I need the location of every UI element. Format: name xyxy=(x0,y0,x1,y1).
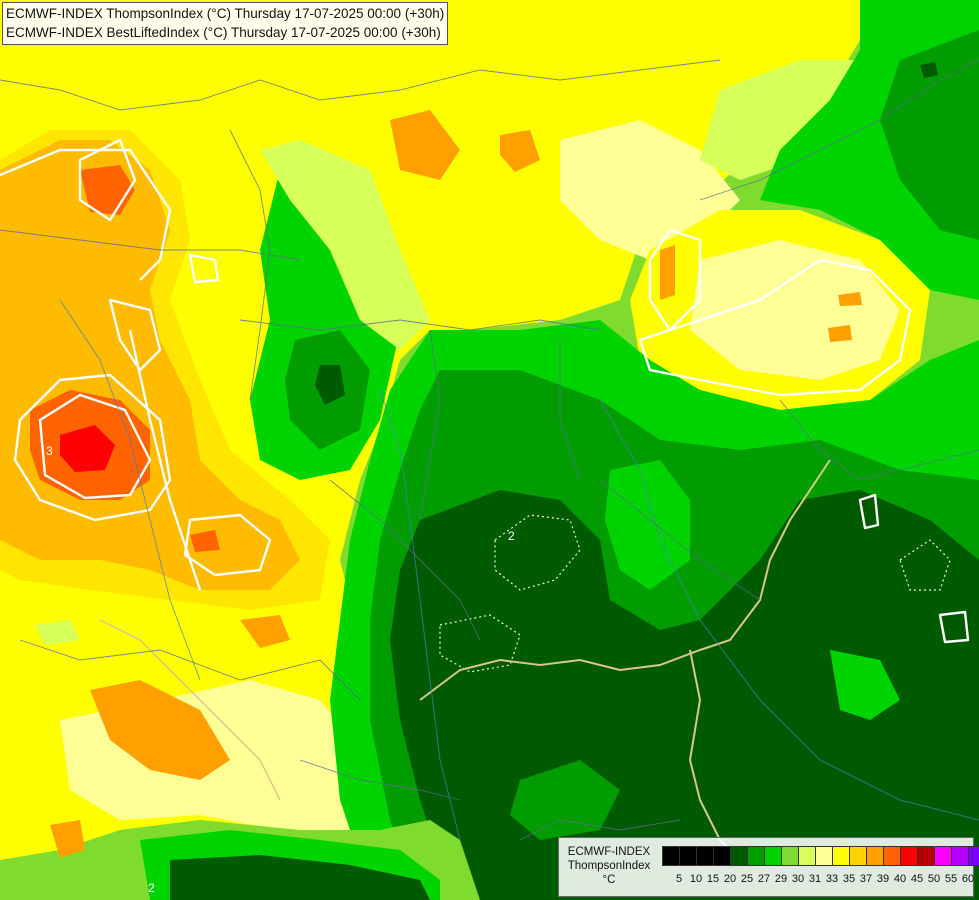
legend-swatch xyxy=(968,846,979,866)
legend-tick-label: 29 xyxy=(774,873,788,885)
field-yellowgreen-fringe-ne xyxy=(700,60,860,180)
legend-swatch xyxy=(764,846,781,866)
legend-tick-label: 10 xyxy=(689,873,703,885)
contour-line-north-blob xyxy=(188,253,220,284)
legend-swatch xyxy=(730,846,747,866)
legend-unit: °C xyxy=(602,874,616,886)
field-orange-north-center xyxy=(390,110,460,180)
legend-swatch xyxy=(951,846,968,866)
map-title-box: ECMWF-INDEX ThompsonIndex (°C) Thursday … xyxy=(2,2,449,45)
field-midgreen-northeast xyxy=(880,30,979,240)
country-border-west xyxy=(99,619,281,801)
legend-swatch xyxy=(798,846,815,866)
contour-line-nw-outer xyxy=(0,148,172,281)
legend-tick-label: 60 xyxy=(961,873,975,885)
contour-line-east-small-2 xyxy=(938,610,970,644)
legend-swatch xyxy=(679,846,696,866)
legend-tick-label: 20 xyxy=(723,873,737,885)
field-darkgreen-south xyxy=(170,855,430,900)
legend-label: ECMWF-INDEX ThompsonIndex °C xyxy=(561,845,657,887)
field-yellowgreen-west-spot xyxy=(35,620,80,645)
field-orange-north-center-2 xyxy=(500,130,540,172)
contour-line-nw-loop xyxy=(78,138,137,222)
legend-tick-label: 50 xyxy=(927,873,941,885)
legend-tick-label: 33 xyxy=(825,873,839,885)
contour-line-mid-west xyxy=(183,513,272,577)
color-legend: ECMWF-INDEX ThompsonIndex °C 5 10 15 20 25 27… xyxy=(558,837,979,897)
contour-dotted-southwest xyxy=(439,614,521,673)
legend-swatch xyxy=(815,846,832,866)
legend-tick-label: 39 xyxy=(876,873,890,885)
field-orange-southwest-2 xyxy=(240,615,290,648)
field-red-west xyxy=(60,425,115,472)
legend-swatch xyxy=(832,846,849,866)
legend-swatch xyxy=(866,846,883,866)
legend-swatch xyxy=(934,846,951,866)
dotted-contours xyxy=(439,514,951,673)
legend-swatch xyxy=(900,846,917,866)
contour-label-2-south: 2 xyxy=(148,881,155,895)
legend-tick-label: 15 xyxy=(706,873,720,885)
legend-swatch xyxy=(747,846,764,866)
legend-tick-label: 31 xyxy=(808,873,822,885)
contour-line-ne-outer xyxy=(638,258,912,397)
contour-line-ne-loop xyxy=(648,228,702,332)
admin-boundaries xyxy=(0,59,979,841)
field-orange-southwest xyxy=(90,680,230,780)
legend-tick-label: 5 xyxy=(675,873,683,885)
legend-swatches xyxy=(662,846,979,866)
legend-tick-label: 35 xyxy=(842,873,856,885)
country-border-south xyxy=(419,459,831,701)
legend-swatch xyxy=(713,846,730,866)
legend-tick-label: 55 xyxy=(944,873,958,885)
field-orange-ne-spot xyxy=(660,245,675,300)
field-vdarkgreen-central-north xyxy=(315,365,345,405)
title-line-thompson: ECMWF-INDEX ThompsonIndex (°C) Thursday … xyxy=(6,6,445,21)
legend-swatch xyxy=(781,846,798,866)
contour-line-west-chain xyxy=(108,298,162,372)
field-lightyellow-ne-core xyxy=(690,240,900,380)
contour-label-3-west: 3 xyxy=(46,444,53,458)
legend-tick-label: 45 xyxy=(910,873,924,885)
field-orange-sw-edge xyxy=(50,820,85,858)
legend-tick-label: 30 xyxy=(791,873,805,885)
legend-swatch xyxy=(849,846,866,866)
field-yellowgreen-fringe-north xyxy=(260,140,430,350)
legend-swatch xyxy=(917,846,934,866)
field-lightgreen-inner-se xyxy=(830,650,900,720)
bestliftedindex-contours xyxy=(0,138,970,644)
contour-label-2-center: 2 xyxy=(508,529,515,543)
field-darkorange-mid-west xyxy=(190,530,220,552)
field-orange-ne-spot-3 xyxy=(828,325,852,342)
contour-dotted-east xyxy=(899,539,951,591)
legend-model: ECMWF-INDEX xyxy=(567,846,651,858)
contour-line-east-small xyxy=(858,493,880,530)
field-darkgreen-ne-spot xyxy=(920,62,938,78)
title-line-bestlifted: ECMWF-INDEX BestLiftedIndex (°C) Thursda… xyxy=(6,25,441,40)
legend-tick-label: 37 xyxy=(859,873,873,885)
legend-swatch xyxy=(662,846,679,866)
contour-line-west-loop-1 xyxy=(38,393,152,500)
contour-line-west-vertical xyxy=(128,329,202,591)
legend-tick-label: 27 xyxy=(757,873,771,885)
legend-swatch xyxy=(883,846,900,866)
field-orange-ne-spot-2 xyxy=(838,292,862,306)
legend-parameter: ThompsonIndex xyxy=(567,860,651,872)
legend-swatch xyxy=(696,846,713,866)
legend-tick-label: 40 xyxy=(893,873,907,885)
field-midgreen-south-blob xyxy=(510,760,620,840)
contour-line-west-loop-2 xyxy=(13,373,172,522)
legend-tick-label: 25 xyxy=(740,873,754,885)
rivers xyxy=(59,299,979,841)
